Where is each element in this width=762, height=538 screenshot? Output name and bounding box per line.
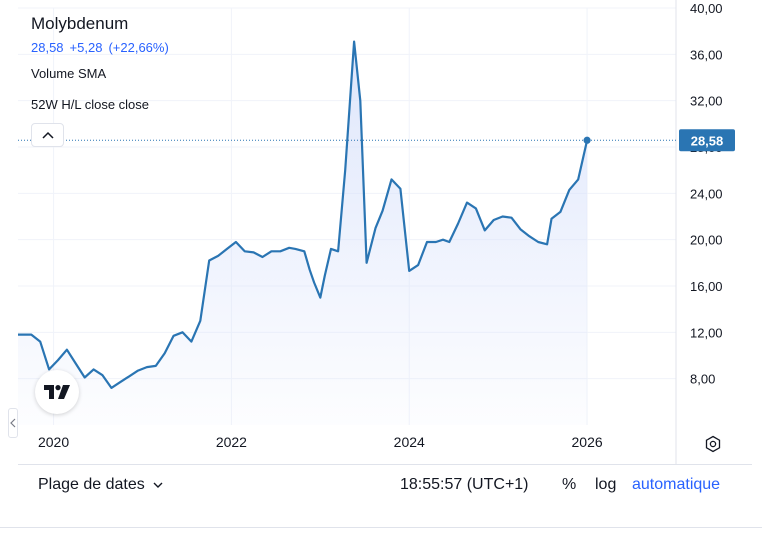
- tradingview-logo-icon: [44, 385, 70, 399]
- last-price-dot: [583, 136, 591, 144]
- chevron-down-icon: [153, 482, 163, 488]
- change-percent: (+22,66%): [108, 40, 169, 55]
- x-axis[interactable]: 2020 2022 2024 2026: [38, 434, 603, 450]
- log-scale-button[interactable]: log: [595, 476, 617, 493]
- y-tick-label: 8,00: [690, 372, 715, 387]
- chart-legend: Molybdenum 28,58 +5,28 (+22,66%) Volume SM…: [31, 12, 175, 115]
- x-tick-label: 2022: [216, 434, 247, 450]
- x-tick-label: 2024: [394, 434, 425, 450]
- indicator-volume-sma[interactable]: Volume SMA: [31, 66, 107, 81]
- y-tick-label: 40,00: [690, 1, 723, 16]
- auto-scale-button[interactable]: automatique: [632, 476, 721, 493]
- series-path: [18, 40, 589, 389]
- collapse-legend-button[interactable]: [31, 123, 64, 147]
- last-price-label: 28,58: [691, 133, 724, 148]
- last-price-marker-layer: 28,58: [18, 129, 735, 152]
- chart-settings-button[interactable]: [702, 433, 724, 455]
- bottom-divider: [0, 527, 762, 528]
- price-change: 28,58 +5,28 (+22,66%): [31, 38, 175, 58]
- series-area: [18, 41, 588, 425]
- y-tick-label: 16,00: [690, 279, 723, 294]
- last-price-label-bg: [679, 129, 735, 152]
- y-axis[interactable]: 8,0012,0016,0020,0024,0028,0032,0036,004…: [675, 0, 723, 464]
- symbol-name[interactable]: Molybdenum: [31, 14, 129, 33]
- bottom-toolbar: Plage de dates 18:55:57 (UTC+1) % log au…: [18, 464, 752, 505]
- left-scroll-handle[interactable]: [8, 408, 18, 438]
- last-price-value: 28,58: [31, 40, 64, 55]
- y-tick-label: 32,00: [690, 94, 723, 109]
- y-tick-label: 24,00: [690, 186, 723, 201]
- y-tick-label: 36,00: [690, 47, 723, 62]
- area-fill: [18, 41, 588, 425]
- percent-scale-button[interactable]: %: [562, 476, 577, 493]
- change-value: +5,28: [69, 40, 103, 55]
- indicator-52w-hl[interactable]: 52W H/L close close: [31, 97, 150, 112]
- y-tick-label: 12,00: [690, 325, 723, 340]
- x-tick-label: 2026: [572, 434, 603, 450]
- date-range-dropdown[interactable]: Plage de dates: [38, 476, 163, 494]
- y-tick-label: 20,00: [690, 233, 723, 248]
- chevron-left-icon: [10, 418, 16, 428]
- gear-icon: [705, 435, 721, 453]
- series-line: [18, 40, 589, 389]
- tradingview-logo[interactable]: [35, 370, 79, 414]
- chevron-up-icon: [41, 131, 54, 139]
- x-tick-label: 2020: [38, 434, 69, 450]
- timezone-clock[interactable]: 18:55:57 (UTC+1): [400, 476, 529, 493]
- date-range-label: Plage de dates: [38, 476, 145, 493]
